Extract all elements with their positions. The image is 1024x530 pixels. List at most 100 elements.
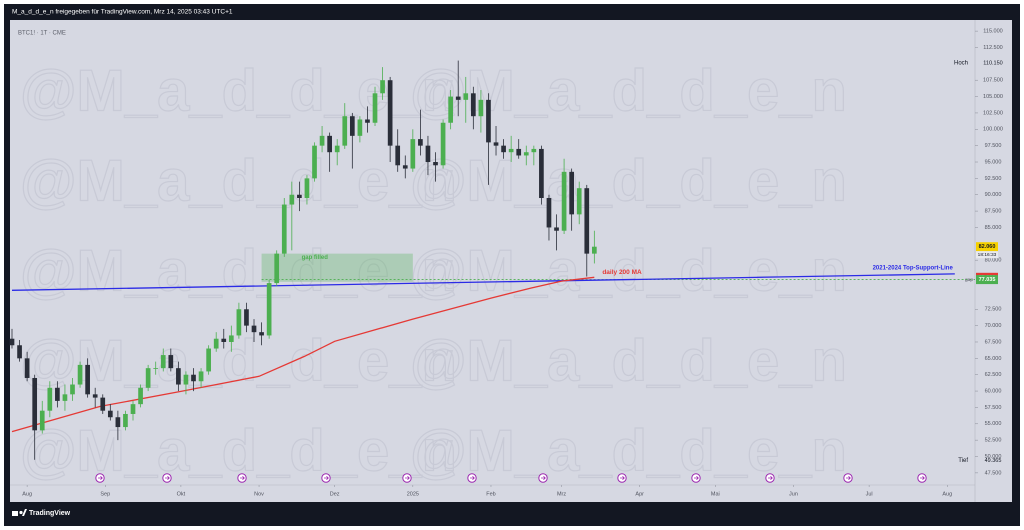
support-line [11, 273, 955, 291]
candle-body [478, 99, 484, 117]
candle-body [387, 80, 393, 146]
low_mark-value: 49.365 [985, 458, 1002, 464]
candle-body [349, 116, 355, 136]
event-icon-glyph [768, 476, 773, 480]
candle-body [576, 188, 582, 215]
candle-body [160, 355, 166, 369]
high_mark-value: 110.150 [983, 60, 1002, 66]
candle-body [539, 148, 544, 199]
candle-body [448, 96, 453, 123]
y-tick-label: 60.000 [985, 389, 1002, 395]
y-tick-label: 57.500 [985, 405, 1002, 411]
candle-body [266, 283, 272, 336]
candle-body [486, 99, 491, 143]
candle-body [24, 358, 30, 378]
event-icon-glyph [694, 476, 699, 480]
candle-body [508, 148, 514, 153]
candle-body [516, 148, 522, 156]
candle-body [372, 93, 378, 123]
candle-body [281, 204, 287, 254]
x-tick-label: 2025 [407, 491, 419, 497]
candle-body [304, 178, 310, 199]
y-tick-label: 105.000 [983, 94, 1003, 100]
candle-body [569, 171, 574, 215]
x-tick-label: Nov [254, 491, 264, 497]
candle-body [236, 309, 242, 336]
countdown: 18:16:33 [978, 252, 997, 258]
candle-body [259, 332, 264, 336]
candle-body [213, 338, 219, 349]
y-tick-label: 90.000 [985, 192, 1002, 198]
candle-body [92, 394, 98, 398]
ma-line [11, 276, 595, 433]
event-icon-glyph [846, 476, 851, 480]
candle-body [584, 188, 590, 254]
candle-body [357, 119, 363, 136]
candle-body [32, 377, 38, 431]
candle-body [17, 345, 22, 359]
y-tick-label: 107.500 [983, 78, 1003, 84]
x-tick-label: Jun [789, 491, 798, 497]
candle-body [244, 309, 249, 326]
watermark-text: @M_a_d_d_e_n [20, 418, 457, 483]
candle-body [85, 364, 90, 395]
x-tick-label: Jul [866, 491, 873, 497]
candle-body [39, 410, 45, 431]
gap-tag [976, 275, 998, 285]
candle-body [221, 338, 227, 342]
candle-body [342, 116, 348, 146]
candle-body [115, 417, 121, 428]
candle-body [70, 384, 75, 395]
event-icon-glyph [165, 476, 170, 480]
candle-body [410, 139, 416, 169]
event-icon-glyph [405, 476, 410, 480]
x-tick-label: Okt [177, 491, 186, 497]
gap-tag-label: 77.035 [979, 277, 996, 283]
tradingview-logo [12, 509, 27, 516]
candle-body [365, 119, 370, 123]
candle-body [145, 368, 151, 388]
event-icon-glyph [470, 476, 475, 480]
candle-body [153, 368, 159, 369]
candle-body [198, 371, 204, 382]
candle-body [493, 142, 499, 146]
event-icon-glyph [620, 476, 625, 480]
candle-body [9, 338, 15, 346]
candle-body [206, 348, 211, 372]
candle-body [289, 194, 295, 205]
candle-body [402, 165, 408, 169]
candle-body [418, 139, 423, 146]
y-tick-label: 85.000 [985, 225, 1002, 231]
candle-body [531, 148, 537, 153]
candle-body [123, 413, 128, 428]
candle-body [554, 227, 559, 231]
candle-body [47, 387, 53, 411]
event-icon-glyph [240, 476, 245, 480]
watermark-text: @M_a_d_d_e_n [20, 238, 457, 303]
y-tick-label: 55.000 [985, 421, 1002, 427]
candle-body [130, 404, 136, 414]
candle-body [546, 198, 552, 228]
x-tick-label: Aug [22, 491, 32, 497]
y-tick-label: 70.000 [985, 323, 1002, 329]
candle-body [463, 93, 469, 100]
candle-body [591, 246, 597, 254]
watermark-text: @M_a_d_d_e_n [410, 148, 847, 213]
candle-body [501, 145, 506, 153]
candle-body [425, 145, 431, 163]
x-tick-label: Feb [486, 491, 495, 497]
event-icon-glyph [98, 476, 103, 480]
countdown-bg [976, 251, 998, 259]
candle-body [100, 397, 106, 411]
brand: TradingView [29, 510, 71, 517]
share-info: M_a_d_d_e_n freigegeben für TradingView.… [12, 9, 233, 16]
y-tick-label: 115.000 [983, 29, 1002, 35]
candle-body [395, 145, 401, 166]
candle-body [168, 355, 174, 369]
candle-body [561, 171, 567, 231]
watermark-text: @M_a_d_d_e_n [410, 328, 847, 393]
high_mark-name: Hoch [954, 60, 968, 66]
candle-body [55, 387, 60, 401]
y-tick-label: 52.500 [985, 438, 1002, 444]
candle-body [523, 152, 529, 156]
